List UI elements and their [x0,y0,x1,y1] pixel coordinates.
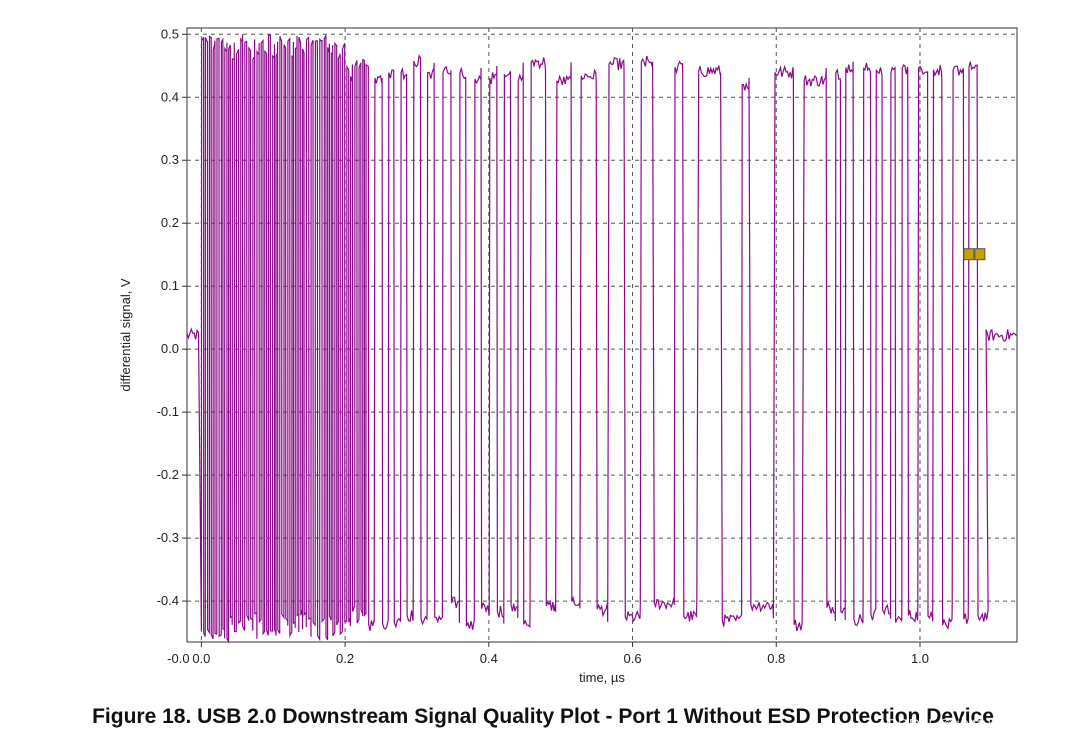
y-axis-ticks: 0.5 0.4 0.3 0.2 0.1 0.0 -0.1 -0.2 -0.3 -0.4 [157,26,187,608]
watermark-text: CSDN @小鱼吃大鱼加糖 [885,717,1070,734]
x-tick-label: -0.0 [167,651,189,666]
signal-trace [186,34,1017,644]
x-axis-ticks: -0.0 0.0 0.2 0.4 0.6 0.8 1.0 [167,642,929,666]
chart: 0.50.40.30.20.10.0-0.1-0.2-0.3-0.4 -0.0 0… [118,26,1018,685]
y-axis-label: differential signal, V [118,278,133,392]
y-tick-label: 0.3 [161,152,179,167]
y-tick-label: -0.1 [157,404,179,419]
x-tick-label: 0.0 [192,651,210,666]
y-tick-label: -0.2 [157,467,179,482]
x-tick-label: 0.4 [480,651,498,666]
marker-square-left [963,248,975,261]
x-tick-label: 0.8 [767,651,785,666]
y-tick-label: 0.4 [161,89,179,104]
y-tick-label: -0.3 [157,530,179,545]
cursor-marker [963,248,986,261]
y-tick-label: 0.5 [161,26,179,41]
x-axis-label: time, µs [579,670,625,685]
y-tick-label: -0.4 [157,593,179,608]
x-tick-label: 0.6 [624,651,642,666]
y-tick-label: 0.1 [161,278,179,293]
y-tick-label: 0.0 [161,341,179,356]
marker-square-right [974,248,986,261]
signal-waveform [186,34,1017,644]
plot-frame [186,27,1018,643]
y-tick-label: 0.2 [161,215,179,230]
x-tick-label: 1.0 [911,651,929,666]
figure-caption: Figure 18. USB 2.0 Downstream Signal Qua… [92,705,994,728]
x-tick-label: 0.2 [336,651,354,666]
